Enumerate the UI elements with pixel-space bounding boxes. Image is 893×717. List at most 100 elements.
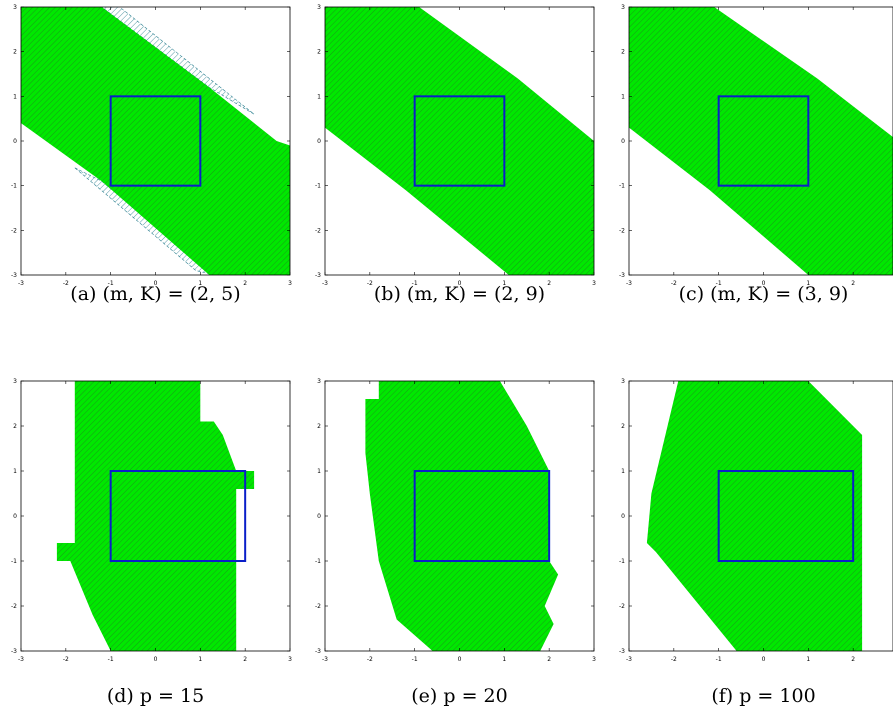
x-tick-label: 1 bbox=[198, 656, 202, 663]
x-tick-label: 0 bbox=[154, 656, 158, 663]
feasible-region bbox=[56, 381, 255, 651]
x-tick-label: -3 bbox=[626, 656, 632, 663]
x-tick-label: 2 bbox=[851, 656, 855, 663]
x-tick-label: 2 bbox=[243, 656, 247, 663]
x-tick-label: 0 bbox=[154, 280, 158, 287]
x-tick-label: 0 bbox=[762, 280, 766, 287]
y-tick-label: -1 bbox=[315, 183, 321, 190]
y-tick-label: 0 bbox=[621, 138, 625, 145]
panel-caption: (d) p = 15 bbox=[107, 685, 204, 707]
y-tick-label: 0 bbox=[317, 138, 321, 145]
x-tick-label: -2 bbox=[671, 656, 677, 663]
x-tick-label: -3 bbox=[18, 280, 24, 287]
plot-area bbox=[56, 381, 255, 651]
feasible-region bbox=[325, 7, 594, 275]
y-tick-label: -3 bbox=[315, 272, 321, 279]
feasible-region bbox=[21, 7, 290, 275]
x-tick-label: 2 bbox=[547, 280, 551, 287]
x-tick-label: 3 bbox=[288, 656, 292, 663]
x-tick-label: 1 bbox=[806, 656, 810, 663]
y-tick-label: -3 bbox=[11, 272, 17, 279]
y-tick-label: 2 bbox=[317, 423, 321, 430]
plot-area bbox=[646, 381, 863, 651]
x-tick-label: -2 bbox=[671, 280, 677, 287]
feasible-region bbox=[365, 381, 559, 651]
y-tick-label: -3 bbox=[11, 648, 17, 655]
y-tick-label: 0 bbox=[13, 513, 17, 520]
x-tick-label: -1 bbox=[108, 280, 114, 287]
y-tick-label: -3 bbox=[619, 648, 625, 655]
x-tick-label: 1 bbox=[502, 656, 506, 663]
x-tick-label: 2 bbox=[243, 280, 247, 287]
x-tick-label: 0 bbox=[458, 280, 462, 287]
y-tick-label: 1 bbox=[621, 93, 625, 100]
x-tick-label: -3 bbox=[18, 656, 24, 663]
y-tick-label: 3 bbox=[621, 4, 625, 11]
box-outline bbox=[413, 470, 551, 562]
y-tick-label: -1 bbox=[11, 183, 17, 190]
y-tick-label: 2 bbox=[13, 423, 17, 430]
y-tick-label: 2 bbox=[13, 49, 17, 56]
panel-f: -3 -2 -1 0 1 2 -3 -2 -1 0 1 2 3 (f) p = 100 bbox=[619, 378, 893, 707]
y-tick-label: 1 bbox=[621, 468, 625, 475]
x-tick-label: -3 bbox=[322, 656, 328, 663]
box-outline bbox=[109, 470, 247, 562]
plot-area bbox=[21, 7, 290, 275]
panel-d: -3 -2 -1 0 1 2 3 -3 -2 -1 0 1 2 3 (d) p = 15 bbox=[11, 378, 292, 707]
x-tick-label: -1 bbox=[412, 280, 418, 287]
x-tick-label: 0 bbox=[762, 656, 766, 663]
x-tick-label: -3 bbox=[626, 280, 632, 287]
x-tick-label: -2 bbox=[63, 280, 69, 287]
y-tick-label: 2 bbox=[621, 423, 625, 430]
plot-area bbox=[365, 381, 559, 651]
y-tick-label: -2 bbox=[11, 227, 17, 234]
y-tick-label: 2 bbox=[317, 49, 321, 56]
x-tick-label: 3 bbox=[592, 280, 596, 287]
y-tick-label: 0 bbox=[13, 138, 17, 145]
x-tick-label: -1 bbox=[108, 656, 114, 663]
panel-c: -3 -2 -1 0 1 2 -3 -2 -1 0 1 2 3 (c) (m, K) = (3, 9) bbox=[619, 4, 893, 305]
box-outline bbox=[717, 95, 810, 187]
panel-caption: (b) (m, K) = (2, 9) bbox=[374, 283, 545, 305]
x-tick-label: -1 bbox=[716, 656, 722, 663]
y-tick-label: 3 bbox=[317, 378, 321, 385]
y-tick-label: 1 bbox=[317, 468, 321, 475]
y-tick-label: -2 bbox=[619, 227, 625, 234]
y-tick-label: 3 bbox=[13, 4, 17, 11]
y-tick-label: 3 bbox=[317, 4, 321, 11]
x-tick-label: -2 bbox=[367, 280, 373, 287]
y-tick-label: 3 bbox=[13, 378, 17, 385]
x-tick-label: 1 bbox=[502, 280, 506, 287]
y-tick-label: -1 bbox=[315, 558, 321, 565]
y-tick-label: 0 bbox=[317, 513, 321, 520]
y-tick-label: -3 bbox=[619, 272, 625, 279]
box-outline bbox=[413, 95, 506, 187]
panel-caption: (f) p = 100 bbox=[711, 685, 815, 707]
y-tick-label: -2 bbox=[315, 603, 321, 610]
x-tick-label: -1 bbox=[412, 656, 418, 663]
panel-caption: (a) (m, K) = (2, 5) bbox=[70, 283, 240, 305]
box-outline bbox=[717, 470, 855, 562]
panel-caption: (c) (m, K) = (3, 9) bbox=[679, 283, 849, 305]
x-tick-label: 2 bbox=[851, 280, 855, 287]
x-tick-label: -1 bbox=[716, 280, 722, 287]
x-tick-label: 3 bbox=[288, 280, 292, 287]
y-tick-label: 2 bbox=[621, 49, 625, 56]
y-tick-label: 1 bbox=[13, 468, 17, 475]
panel-a: -3 -2 -1 0 1 2 3 -3 -2 -1 0 1 2 3 (a) (m, K) = (2, 5) bbox=[11, 4, 292, 305]
y-tick-label: -2 bbox=[11, 603, 17, 610]
x-tick-label: 2 bbox=[547, 656, 551, 663]
x-tick-label: 1 bbox=[806, 280, 810, 287]
plot-area bbox=[325, 7, 594, 275]
x-tick-label: -3 bbox=[322, 280, 328, 287]
y-tick-label: -1 bbox=[619, 558, 625, 565]
y-tick-label: 3 bbox=[621, 378, 625, 385]
feasible-region bbox=[646, 381, 863, 651]
y-tick-label: -2 bbox=[619, 603, 625, 610]
x-tick-label: 3 bbox=[592, 656, 596, 663]
y-tick-label: 1 bbox=[317, 93, 321, 100]
plot-area bbox=[629, 7, 893, 275]
feasible-region bbox=[629, 7, 893, 275]
y-tick-label: 0 bbox=[621, 513, 625, 520]
